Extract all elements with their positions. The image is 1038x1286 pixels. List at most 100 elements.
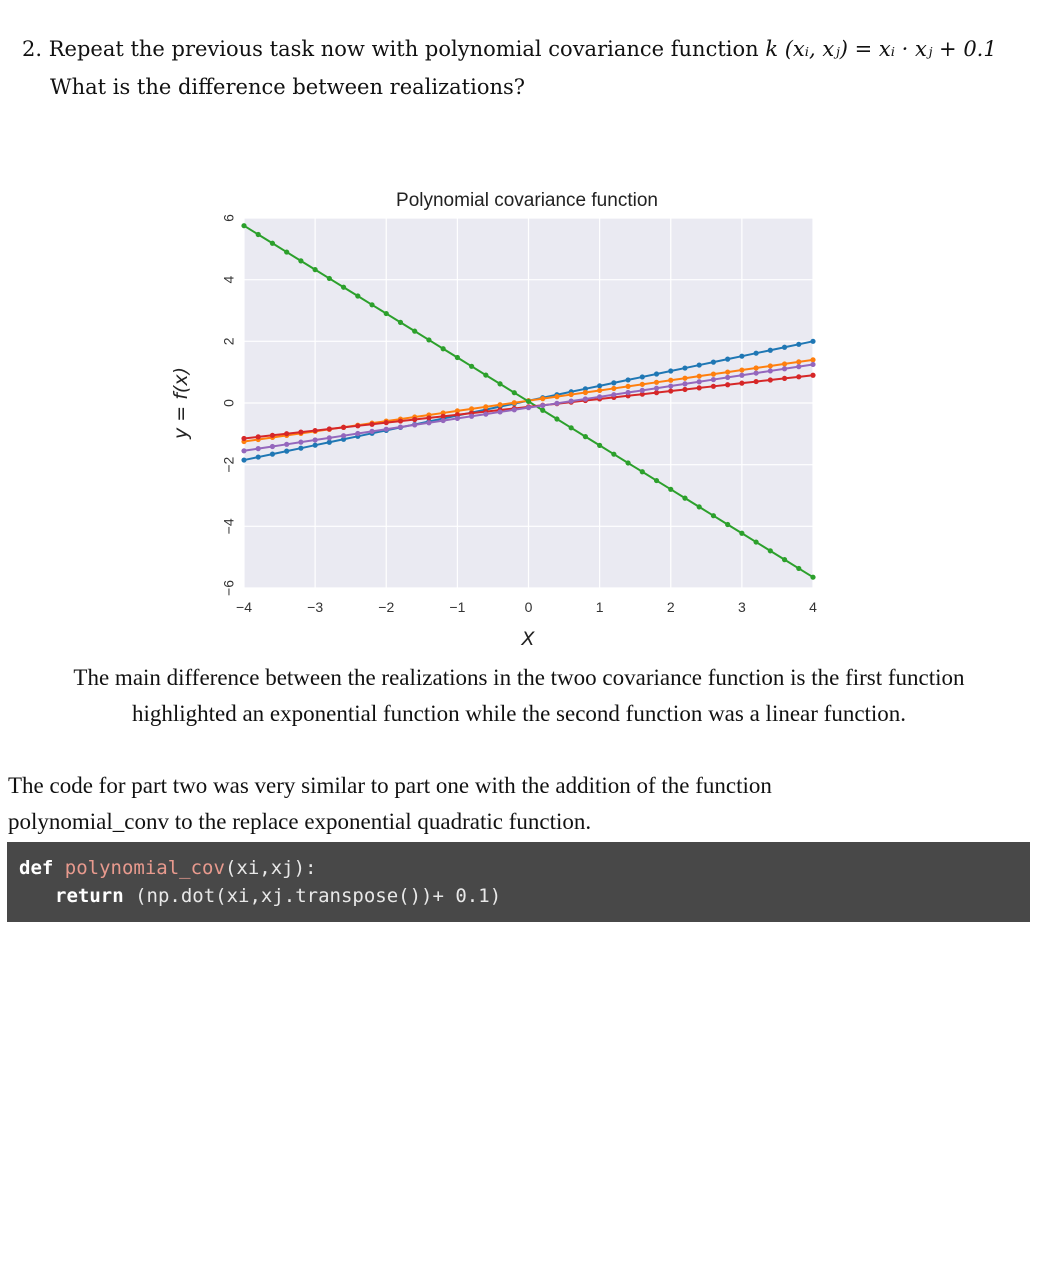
data-point [312, 267, 318, 273]
series-group [241, 223, 816, 580]
data-point [611, 392, 617, 398]
data-point [312, 442, 318, 448]
data-point [483, 372, 489, 378]
data-point [383, 310, 389, 317]
data-point [284, 431, 290, 437]
data-point [739, 530, 745, 536]
code-note: The code for part two was very similar t… [8, 768, 1008, 840]
data-point [383, 426, 389, 432]
data-point [255, 434, 261, 440]
data-point [781, 361, 788, 367]
data-point [568, 398, 574, 404]
y-tick-label: 0 [221, 399, 237, 407]
data-point [426, 420, 432, 426]
answer-line-1: The main difference between the realizat… [73, 665, 965, 690]
data-point [653, 371, 660, 377]
data-point [241, 457, 247, 463]
x-tick-label: 0 [525, 599, 533, 615]
data-point [810, 338, 816, 344]
data-point [668, 383, 674, 389]
code-line-2: return (np.dot(xi,xj.transpose())+ 0.1) [19, 882, 1018, 910]
data-point [497, 381, 503, 387]
data-point [810, 574, 816, 580]
note-line-2: polynomial_conv to the replace exponenti… [8, 809, 592, 834]
data-point [326, 439, 332, 445]
data-point [710, 359, 717, 365]
series-5 [241, 361, 816, 454]
data-point [412, 422, 418, 428]
data-point [810, 372, 816, 378]
data-point [781, 375, 788, 382]
data-point [355, 430, 361, 437]
return-keyword: return [55, 885, 124, 907]
data-point [668, 377, 674, 383]
question-text: 2. Repeat the previous task now with pol… [22, 30, 997, 106]
data-point [682, 381, 688, 387]
y-tick-label: 2 [221, 337, 237, 345]
data-point [753, 539, 759, 545]
data-point [540, 396, 546, 402]
data-point [554, 394, 560, 400]
data-point [710, 383, 717, 389]
data-point [284, 448, 290, 454]
data-point [597, 383, 603, 389]
data-point [597, 442, 603, 448]
series-3 [241, 223, 816, 580]
data-point [767, 363, 773, 369]
data-point [269, 451, 276, 457]
data-point [269, 432, 276, 438]
data-point [725, 356, 731, 362]
data-point [369, 428, 375, 434]
data-point [639, 381, 645, 387]
y-tick-label: −2 [221, 456, 237, 472]
data-point [639, 387, 645, 393]
data-point [241, 435, 247, 442]
data-point [284, 441, 290, 447]
data-point [781, 557, 788, 563]
data-point [255, 454, 261, 460]
code-line-1: def polynomial_cov(xi,xj): [19, 854, 1018, 882]
data-point [597, 394, 603, 400]
data-point [710, 513, 717, 519]
data-point [497, 402, 503, 408]
y-axis-label: y = f(x) [170, 367, 192, 440]
data-point [568, 391, 574, 398]
data-point [312, 437, 318, 443]
data-point [796, 341, 802, 347]
data-point [653, 385, 660, 391]
data-point [696, 379, 702, 385]
data-point [454, 354, 460, 361]
data-point [796, 359, 802, 365]
data-point [653, 379, 660, 385]
data-point [440, 413, 446, 419]
code-block: def polynomial_cov(xi,xj): return (np.do… [7, 842, 1030, 922]
data-point [469, 413, 475, 419]
data-point [355, 423, 361, 429]
data-point [725, 369, 731, 375]
x-tick-labels: −4 −3 −2 −1 0 1 2 3 4 [236, 599, 817, 615]
data-point [355, 293, 361, 299]
data-point [739, 367, 745, 373]
data-point [369, 302, 375, 308]
chart-title: Polynomial covariance function [396, 190, 658, 211]
data-point [796, 374, 802, 380]
data-point [454, 415, 460, 422]
question-line-1: 2. Repeat the previous task now with pol… [22, 37, 997, 61]
answer-text: The main difference between the realizat… [0, 660, 1038, 732]
data-point [397, 424, 404, 430]
covariance-formula: k (xᵢ, xⱼ) = xᵢ · xⱼ + 0.1 [765, 37, 997, 61]
data-point [639, 469, 645, 475]
data-point [682, 386, 688, 393]
data-point [340, 433, 347, 439]
question-line-2: What is the difference between realizati… [50, 75, 526, 99]
data-point [653, 477, 660, 484]
data-point [554, 416, 560, 422]
data-point [426, 337, 432, 343]
data-point [440, 417, 446, 424]
data-point [753, 365, 759, 371]
data-point [753, 370, 759, 376]
data-point [696, 504, 702, 510]
data-point [397, 319, 404, 325]
data-point [781, 344, 788, 350]
data-point [725, 374, 731, 381]
